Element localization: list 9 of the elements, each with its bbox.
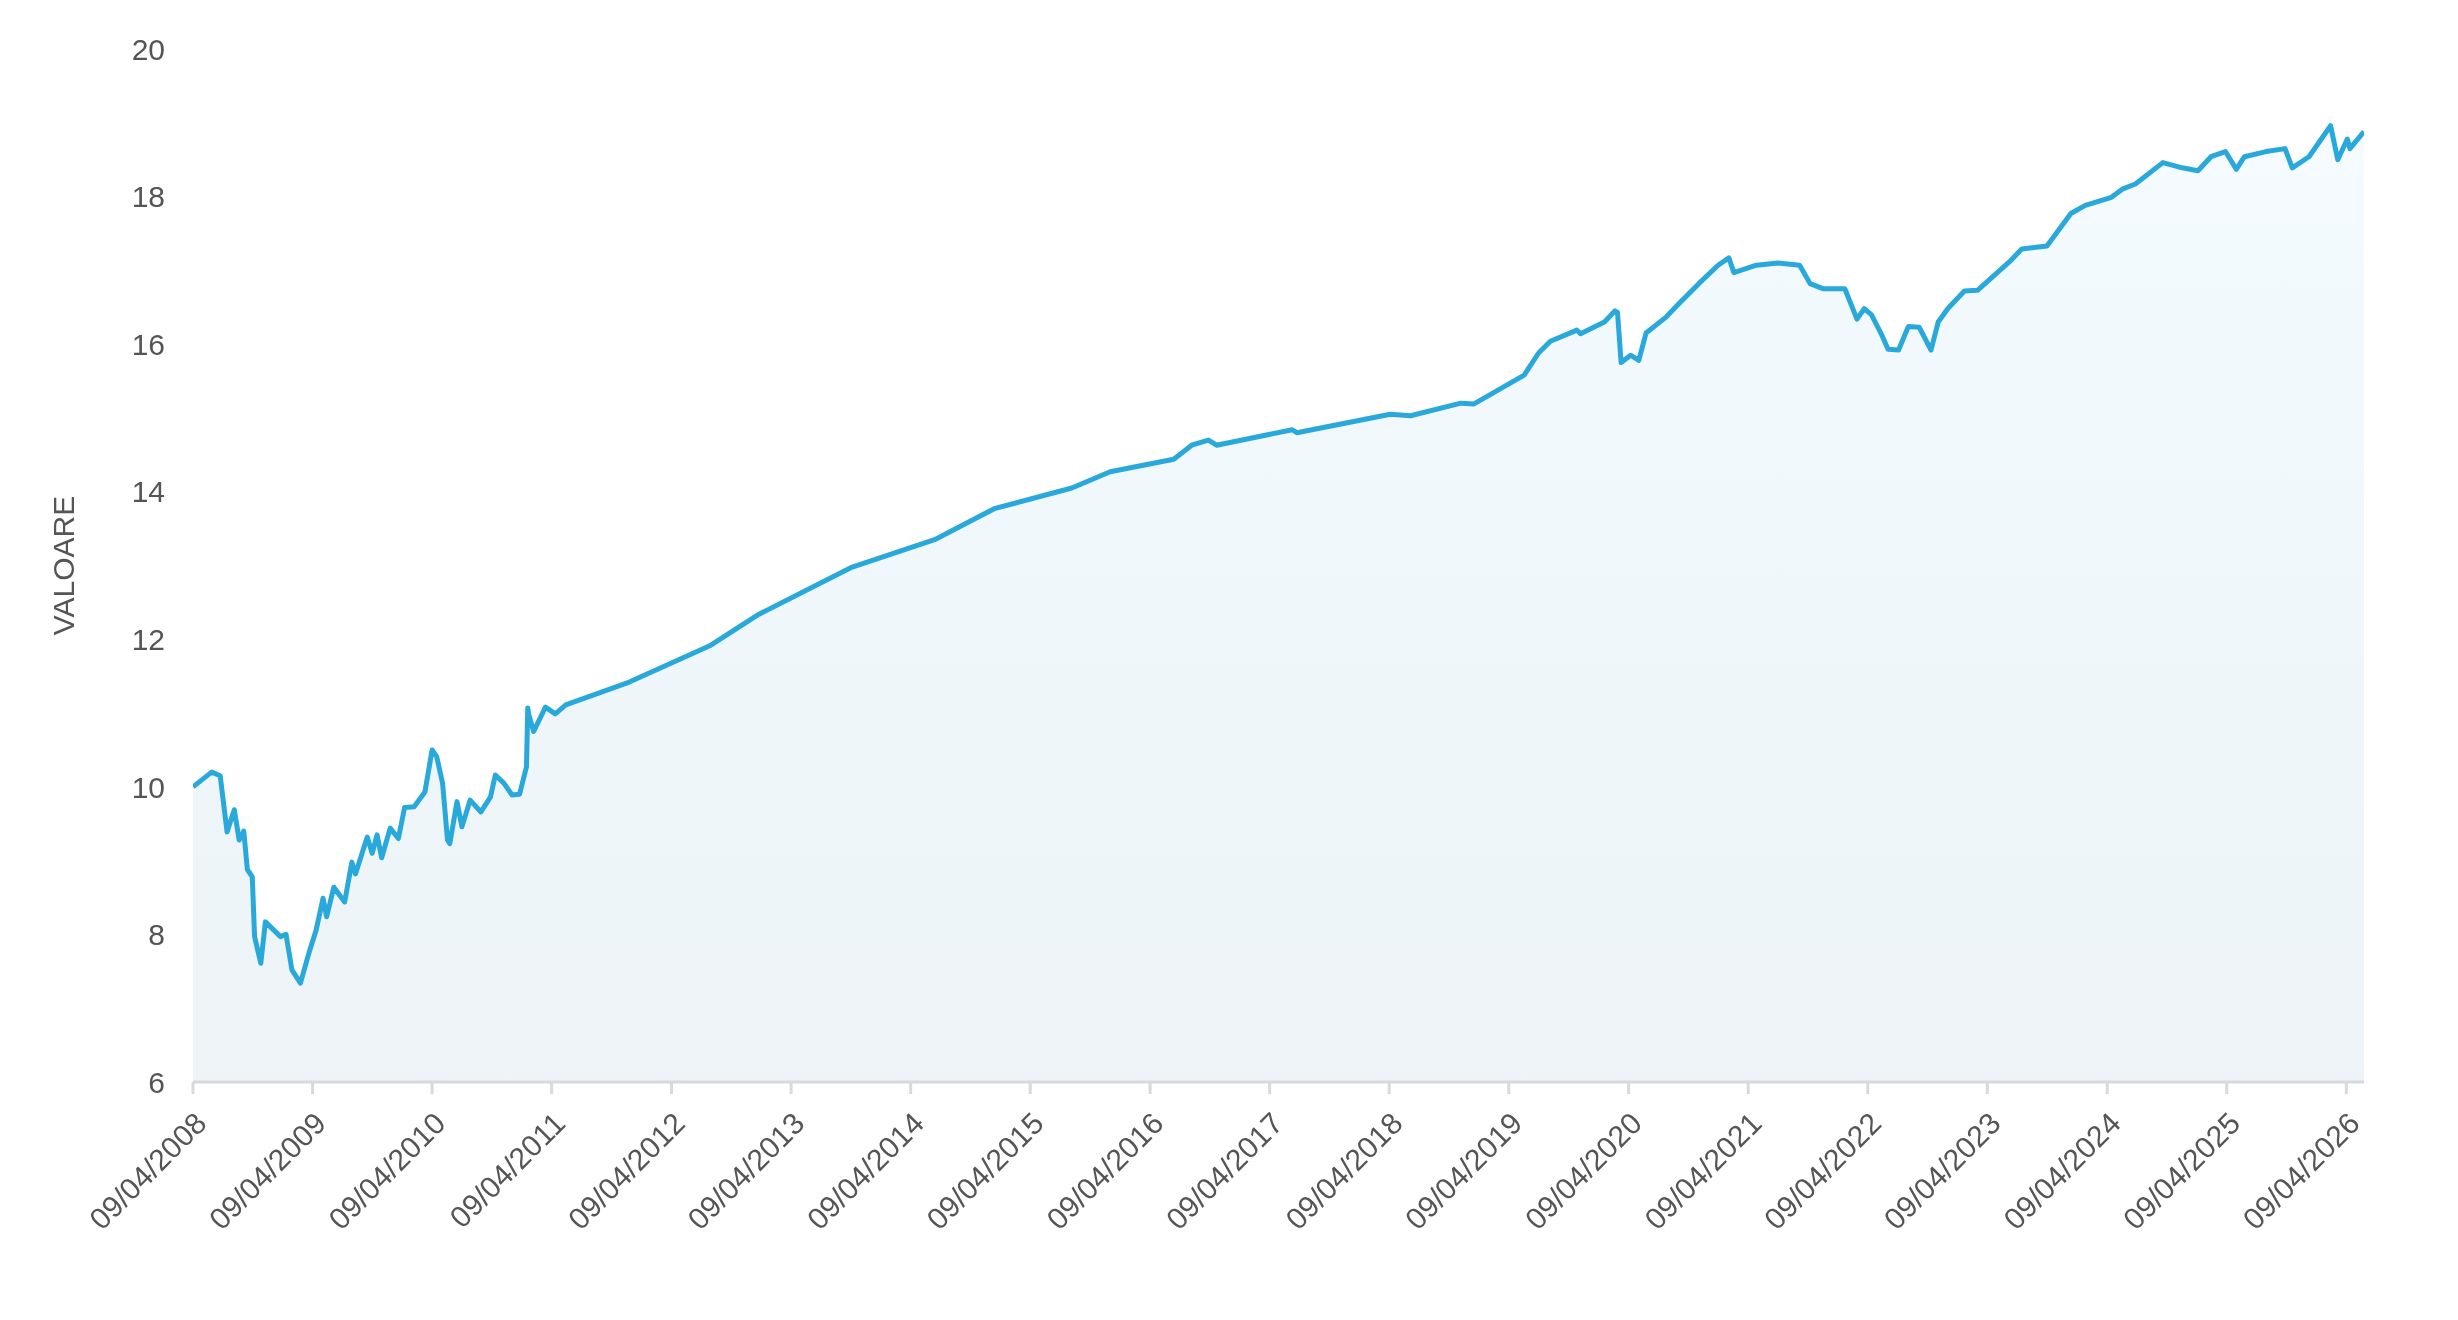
y-tick-label: 6 [148,1065,165,1099]
y-tick-label: 20 [131,32,165,66]
y-tick-label: 8 [148,918,165,952]
y-tick-label: 16 [131,327,165,361]
y-axis-title: VALOARE [46,495,80,636]
y-tick-label: 10 [131,770,165,804]
y-tick-label: 18 [131,180,165,214]
y-tick-label: 14 [131,475,165,509]
y-tick-label: 12 [131,622,165,656]
